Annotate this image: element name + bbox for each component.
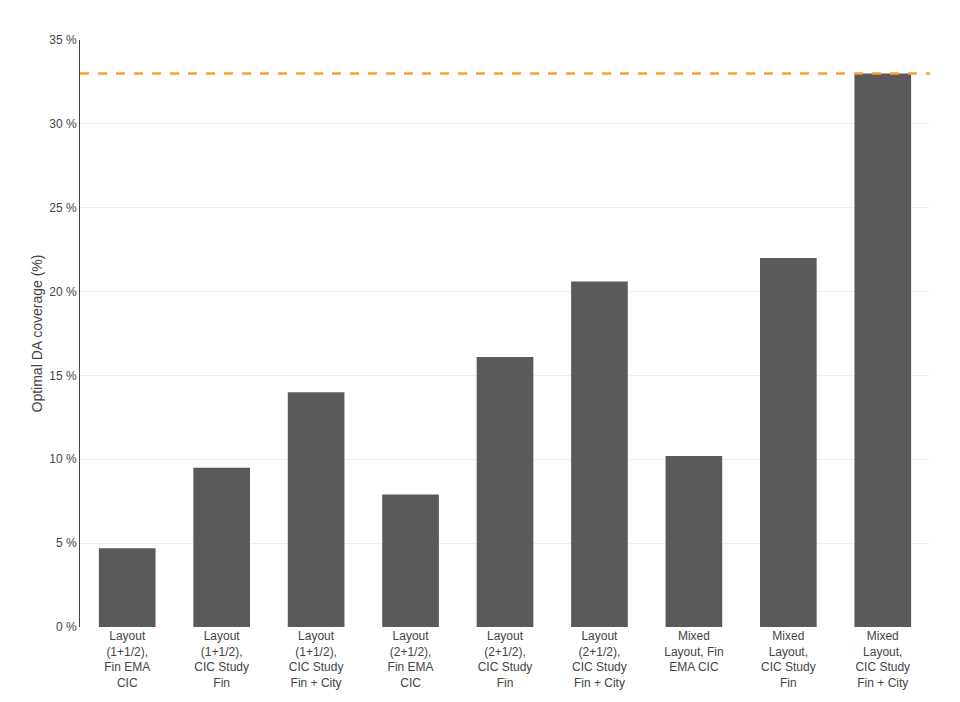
svg-text:Layout(2+1/2),Fin EMACIC: Layout(2+1/2),Fin EMACIC: [388, 629, 434, 690]
svg-text:15 %: 15 %: [49, 369, 77, 383]
svg-text:30 %: 30 %: [49, 117, 77, 131]
svg-text:5 %: 5 %: [56, 536, 77, 550]
svg-text:Layout(2+1/2),CIC StudyFin + C: Layout(2+1/2),CIC StudyFin + City: [572, 629, 627, 690]
svg-text:Layout(2+1/2),CIC StudyFin: Layout(2+1/2),CIC StudyFin: [478, 629, 533, 690]
svg-text:MixedLayout, FinEMA CIC: MixedLayout, FinEMA CIC: [664, 629, 723, 674]
svg-text:35 %: 35 %: [49, 33, 77, 47]
svg-text:MixedLayout,CIC StudyFin: MixedLayout,CIC StudyFin: [761, 629, 816, 690]
svg-text:Optimal DA coverage (%): Optimal DA coverage (%): [29, 255, 45, 413]
svg-text:Layout(1+1/2),CIC StudyFin: Layout(1+1/2),CIC StudyFin: [194, 629, 249, 690]
svg-text:Layout(1+1/2),CIC StudyFin + C: Layout(1+1/2),CIC StudyFin + City: [289, 629, 344, 690]
svg-text:MixedLayout,CIC StudyFin + Cit: MixedLayout,CIC StudyFin + City: [855, 629, 910, 690]
svg-text:10 %: 10 %: [49, 452, 77, 466]
svg-text:20 %: 20 %: [49, 285, 77, 299]
svg-text:25 %: 25 %: [49, 201, 77, 215]
svg-text:Layout(1+1/2),Fin EMACIC: Layout(1+1/2),Fin EMACIC: [104, 629, 150, 690]
svg-text:0 %: 0 %: [56, 620, 77, 634]
